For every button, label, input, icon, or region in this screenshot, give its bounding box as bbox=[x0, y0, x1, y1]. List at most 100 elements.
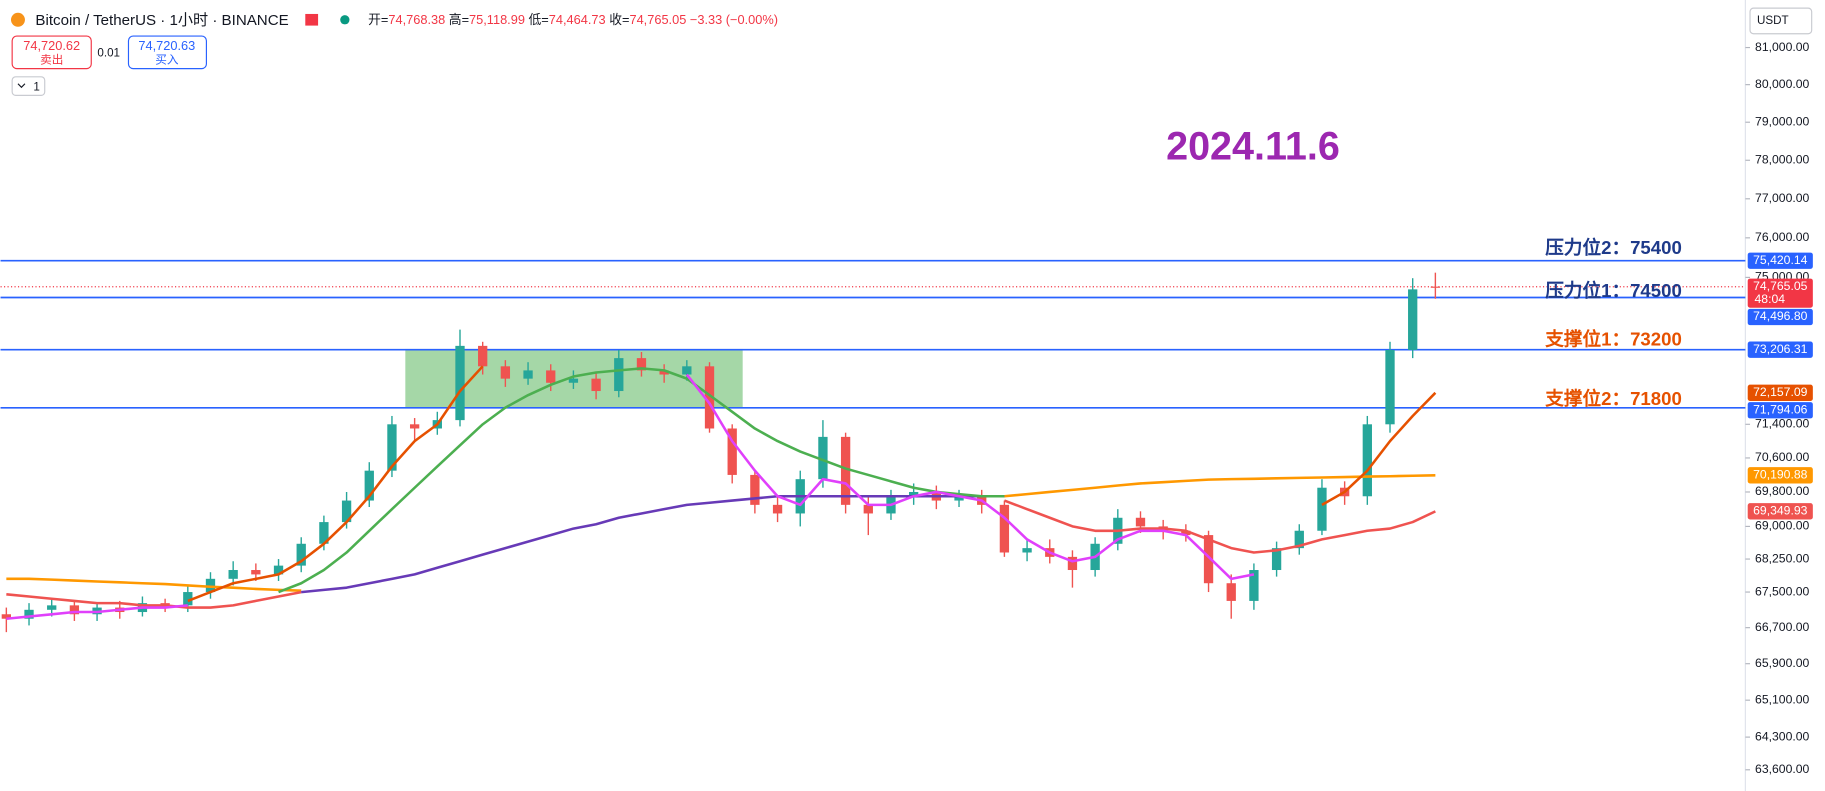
price-label: 72,157.09 bbox=[1753, 385, 1808, 399]
candle-body bbox=[341, 500, 352, 523]
candle-body bbox=[659, 370, 669, 375]
buy-label[interactable]: 买入 bbox=[155, 54, 179, 67]
y-tick-label: 65,100.00 bbox=[1755, 692, 1810, 706]
currency-box[interactable] bbox=[1749, 7, 1813, 35]
buy-price[interactable]: 74,720.63 bbox=[138, 38, 195, 53]
candle-body bbox=[183, 592, 193, 606]
candle-body bbox=[409, 424, 420, 429]
close-label: 收= bbox=[609, 12, 629, 27]
candle-body bbox=[954, 496, 964, 501]
candle-body bbox=[478, 345, 488, 367]
open-value: 74,768.38 bbox=[388, 12, 445, 27]
ma-line bbox=[6, 373, 1255, 620]
candle-body bbox=[296, 543, 306, 566]
candle-body bbox=[999, 504, 1010, 553]
ma-line bbox=[6, 499, 1436, 609]
candle-body bbox=[273, 565, 284, 575]
candle-body bbox=[909, 491, 919, 497]
price-label: 73,206.31 bbox=[1753, 342, 1808, 356]
candle-body bbox=[1294, 530, 1304, 549]
candle-body bbox=[840, 436, 851, 505]
y-tick-label: 67,500.00 bbox=[1755, 584, 1810, 598]
level-annotation: 支撑位2：71800 bbox=[1544, 388, 1682, 409]
price-label: 70,190.88 bbox=[1753, 468, 1808, 482]
close-value: 74,765.05 bbox=[629, 12, 686, 27]
countdown: 48:04 bbox=[1755, 292, 1786, 306]
price-label: 71,794.06 bbox=[1753, 402, 1808, 416]
sell-price[interactable]: 74,720.62 bbox=[23, 38, 80, 53]
candle-body bbox=[228, 570, 238, 579]
flag-icon[interactable] bbox=[305, 13, 319, 26]
candle-body bbox=[455, 345, 465, 421]
candle-body bbox=[319, 522, 329, 544]
price-label-bg bbox=[1747, 308, 1813, 326]
candle-body bbox=[568, 378, 579, 383]
candle-body bbox=[1430, 286, 1441, 288]
candle-body bbox=[387, 424, 397, 471]
candle-body bbox=[251, 570, 261, 575]
candle-body bbox=[1362, 424, 1372, 497]
y-tick-label: 78,000.00 bbox=[1755, 152, 1810, 166]
candle-body bbox=[727, 428, 737, 475]
candle-body bbox=[772, 504, 783, 514]
price-label: 74,765.05 bbox=[1753, 279, 1808, 293]
change: −3.33 (−0.00%) bbox=[690, 12, 778, 27]
candle-body bbox=[704, 366, 715, 429]
candle-body bbox=[1067, 556, 1078, 571]
price-axis: 81,000.00 80,000.00 79,000.00 78,000.00 77,0… bbox=[1745, 40, 1813, 776]
candle-body bbox=[1181, 530, 1191, 536]
candle-body bbox=[1408, 289, 1418, 350]
level-annotation: 压力位2：75400 bbox=[1545, 237, 1682, 258]
price-label: 74,496.80 bbox=[1753, 309, 1808, 323]
candle-body bbox=[1385, 349, 1395, 425]
candle-body bbox=[863, 504, 873, 514]
y-tick-label: 69,000.00 bbox=[1755, 519, 1810, 533]
levels bbox=[0, 259, 1746, 409]
symbol[interactable]: Bitcoin / TetherUS · 1小时 · BINANCE bbox=[35, 12, 288, 29]
y-tick-label: 68,250.00 bbox=[1755, 551, 1810, 565]
y-tick-label: 76,000.00 bbox=[1755, 230, 1810, 244]
level-annotation: 支撑位1：73200 bbox=[1544, 329, 1682, 350]
candle-body bbox=[1203, 535, 1214, 584]
candle-body bbox=[1271, 548, 1282, 571]
y-tick-label: 66,700.00 bbox=[1755, 620, 1810, 634]
candle-body bbox=[636, 358, 647, 371]
price-label-bg bbox=[1747, 341, 1813, 358]
candle-body bbox=[750, 474, 760, 505]
candle-body bbox=[591, 378, 601, 392]
candle-body bbox=[69, 605, 80, 615]
sell-button[interactable] bbox=[11, 35, 92, 70]
candle-body bbox=[682, 366, 692, 375]
ma-line bbox=[278, 367, 1005, 594]
candle-body bbox=[1022, 548, 1032, 553]
currency[interactable]: USDT bbox=[1757, 14, 1789, 27]
candle-body bbox=[500, 366, 511, 379]
price-label-bg bbox=[1747, 467, 1813, 484]
buy-button[interactable] bbox=[127, 35, 207, 70]
sell-label[interactable]: 卖出 bbox=[40, 53, 63, 67]
candle-body bbox=[1, 614, 11, 619]
candle-body bbox=[818, 436, 828, 480]
price-label-bg bbox=[1747, 384, 1813, 401]
y-tick-label: 79,000.00 bbox=[1755, 114, 1810, 128]
candle-body bbox=[1317, 487, 1327, 531]
y-tick-label: 81,000.00 bbox=[1755, 40, 1810, 54]
chevron bbox=[17, 83, 26, 89]
candle-body bbox=[1135, 517, 1146, 527]
ma-line bbox=[6, 474, 1436, 592]
ma-line bbox=[187, 365, 1437, 603]
candle-body bbox=[614, 358, 624, 392]
candle-body bbox=[24, 609, 34, 619]
candle-body bbox=[1249, 570, 1259, 601]
quantity[interactable]: 1 bbox=[33, 80, 39, 93]
ma-line bbox=[301, 494, 1005, 594]
moving-averages bbox=[6, 365, 1437, 620]
low-value: 74,464.73 bbox=[549, 12, 606, 27]
status-dot bbox=[340, 15, 350, 25]
price-label-bg bbox=[1747, 252, 1813, 269]
quantity-box[interactable] bbox=[11, 76, 46, 96]
level-annotation: 压力位1：74500 bbox=[1545, 280, 1682, 301]
y-tick-label: 65,900.00 bbox=[1755, 656, 1810, 670]
